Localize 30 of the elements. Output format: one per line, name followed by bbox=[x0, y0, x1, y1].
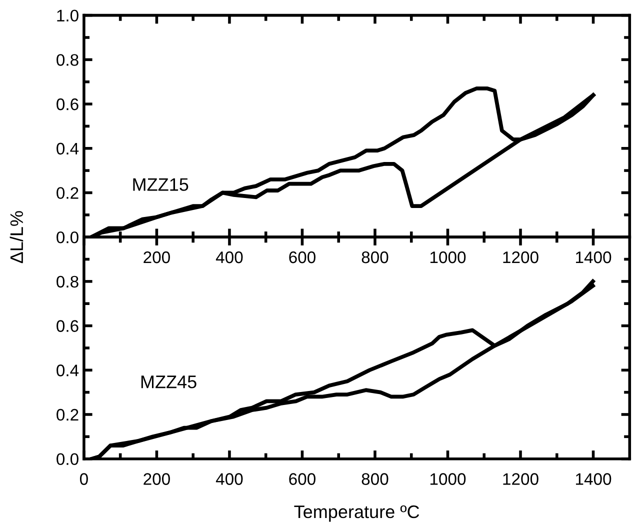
x-tick-label: 200 bbox=[144, 473, 170, 485]
x-tick-label: 800 bbox=[362, 251, 388, 264]
x-tick-label: 1400 bbox=[576, 251, 612, 264]
annotation: MZZ15 bbox=[133, 178, 188, 191]
x-tick-label: 1400 bbox=[576, 473, 612, 485]
y-tick-label: 0.8 bbox=[56, 54, 78, 66]
x-tick-label: 1000 bbox=[430, 473, 466, 485]
y-tick-label: 0.6 bbox=[56, 98, 78, 110]
x-tick-label: 400 bbox=[216, 251, 243, 264]
y-tick-label: 0.2 bbox=[56, 187, 78, 199]
y-tick-label: 0.2 bbox=[56, 408, 78, 421]
y-tick-label: 0.0 bbox=[56, 453, 78, 466]
y-tick-label: 0.0 bbox=[56, 231, 78, 244]
x-tick-label: 1200 bbox=[503, 251, 538, 264]
y-tick-label: 0.4 bbox=[56, 142, 79, 155]
y-tick-label: 1.0 bbox=[57, 10, 78, 22]
x-tick-label: 1000 bbox=[430, 251, 466, 264]
y-axis-title: ΔL/L% bbox=[10, 211, 24, 264]
y-tick-label: 0.4 bbox=[56, 364, 79, 376]
x-tick-label: 200 bbox=[144, 251, 170, 264]
x-tick-label: 600 bbox=[289, 473, 316, 485]
x-tick-label: 0 bbox=[80, 473, 88, 485]
x-tick-label: 800 bbox=[362, 473, 388, 485]
x-tick-label: 600 bbox=[289, 251, 316, 264]
x-tick-label: 1200 bbox=[503, 473, 538, 485]
annotation: MZZ45 bbox=[141, 376, 196, 388]
y-tick-label: 0.6 bbox=[56, 320, 78, 332]
x-tick-label: 400 bbox=[216, 473, 243, 485]
x-axis-title: Temperature ºC bbox=[294, 505, 420, 522]
y-tick-label: 0.8 bbox=[56, 276, 78, 288]
